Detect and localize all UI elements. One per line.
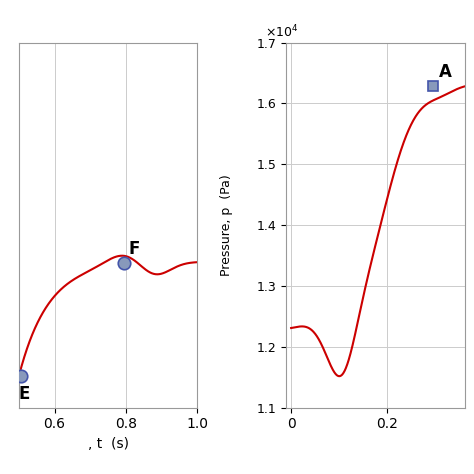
X-axis label: , t  (s): , t (s) — [88, 437, 128, 451]
Text: E: E — [19, 384, 30, 402]
Text: F: F — [128, 240, 140, 258]
Y-axis label: Pressure, p  (Pa): Pressure, p (Pa) — [220, 174, 233, 276]
Text: $\times10^4$: $\times10^4$ — [265, 24, 299, 40]
Text: A: A — [439, 64, 452, 82]
